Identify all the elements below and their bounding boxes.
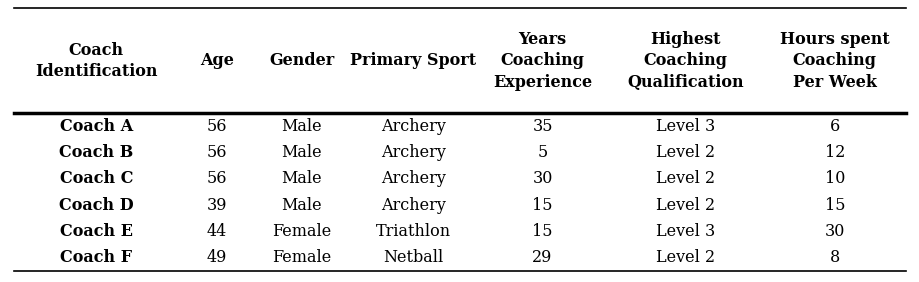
Text: Female: Female [272,223,331,240]
Text: 12: 12 [823,144,844,161]
Text: 29: 29 [532,249,552,266]
Text: Female: Female [272,249,331,266]
Text: Level 3: Level 3 [655,223,714,240]
Text: Level 2: Level 2 [655,170,714,188]
Text: Archery: Archery [380,118,445,135]
Text: Coach D: Coach D [59,197,133,214]
Text: Male: Male [281,170,322,188]
Text: Archery: Archery [380,144,445,161]
Text: 30: 30 [532,170,552,188]
Text: 56: 56 [207,144,227,161]
Text: Level 2: Level 2 [655,144,714,161]
Text: Gender: Gender [268,52,334,69]
Text: Male: Male [281,197,322,214]
Text: 49: 49 [207,249,227,266]
Text: 8: 8 [829,249,839,266]
Text: 56: 56 [207,118,227,135]
Text: Coach B: Coach B [59,144,133,161]
Text: Age: Age [199,52,233,69]
Text: Coach F: Coach F [61,249,132,266]
Text: 30: 30 [823,223,844,240]
Text: Coach C: Coach C [60,170,133,188]
Text: 39: 39 [207,197,227,214]
Text: Level 2: Level 2 [655,249,714,266]
Text: 15: 15 [823,197,845,214]
Text: Archery: Archery [380,197,445,214]
Text: Level 3: Level 3 [655,118,714,135]
Text: Male: Male [281,144,322,161]
Text: Years
Coaching
Experience: Years Coaching Experience [493,31,592,91]
Text: Coach
Identification: Coach Identification [35,42,157,80]
Text: Coach A: Coach A [60,118,133,135]
Text: Primary Sport: Primary Sport [350,52,476,69]
Text: Highest
Coaching
Qualification: Highest Coaching Qualification [627,31,743,91]
Text: Male: Male [281,118,322,135]
Text: 35: 35 [532,118,552,135]
Text: Triathlon: Triathlon [375,223,450,240]
Text: 10: 10 [823,170,844,188]
Text: 15: 15 [532,223,552,240]
Text: Hours spent
Coaching
Per Week: Hours spent Coaching Per Week [779,31,889,91]
Text: Level 2: Level 2 [655,197,714,214]
Text: 56: 56 [207,170,227,188]
Text: 15: 15 [532,197,552,214]
Text: Coach E: Coach E [60,223,132,240]
Text: Netball: Netball [382,249,443,266]
Text: 5: 5 [537,144,547,161]
Text: 6: 6 [829,118,839,135]
Text: 44: 44 [207,223,227,240]
Text: Archery: Archery [380,170,445,188]
